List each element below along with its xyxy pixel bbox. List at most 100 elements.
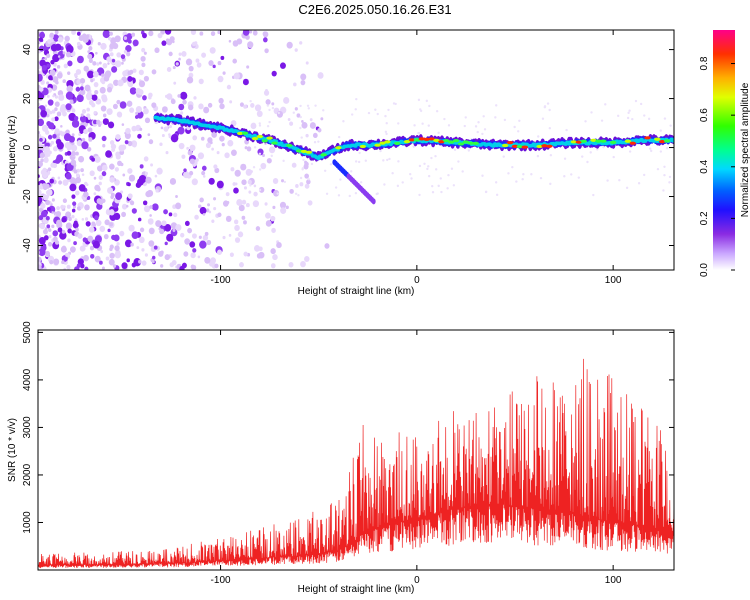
noise-speck — [224, 152, 230, 159]
noise-speck — [205, 208, 210, 213]
noise-speck — [427, 124, 430, 127]
noise-speck — [165, 150, 169, 155]
noise-speck — [96, 187, 101, 192]
noise-speck — [84, 266, 89, 270]
noise-speck — [66, 204, 71, 209]
noise-speck — [220, 55, 225, 60]
noise-speck — [44, 104, 48, 108]
snr-frame — [37, 329, 675, 571]
noise-speck — [464, 116, 467, 119]
noise-speck — [249, 99, 252, 103]
noise-speck — [120, 190, 124, 194]
noise-speck — [446, 187, 449, 190]
noise-speck — [83, 254, 89, 262]
noise-speck — [431, 191, 435, 194]
noise-speck — [77, 55, 84, 64]
ridge-peak — [295, 149, 303, 153]
noise-speck — [317, 127, 322, 133]
snr-y-label: SNR (10 * v/v) — [7, 418, 18, 482]
noise-speck — [51, 211, 54, 214]
noise-speck — [114, 245, 120, 252]
noise-speck — [128, 224, 135, 232]
ridge-peak — [595, 139, 602, 143]
noise-speck — [109, 222, 114, 227]
noise-speck — [118, 144, 125, 152]
noise-speck — [285, 205, 289, 210]
noise-speck — [45, 250, 50, 257]
noise-speck — [86, 93, 92, 101]
noise-speck — [252, 30, 258, 36]
noise-speck — [214, 263, 219, 269]
noise-speck — [54, 30, 59, 35]
noise-speck — [38, 161, 44, 168]
noise-speck — [292, 111, 295, 114]
noise-speck — [288, 261, 294, 268]
noise-speck — [93, 111, 97, 115]
noise-speck — [184, 220, 190, 227]
noise-speck — [87, 70, 94, 79]
noise-speck — [83, 65, 89, 72]
snr-panel: -100 0 100 1000 2000 3000 4000 5000 Height of … — [7, 321, 675, 595]
noise-speck — [191, 264, 197, 270]
noise-speck — [85, 183, 89, 187]
noise-speck — [152, 255, 156, 260]
noise-speck — [161, 40, 167, 46]
noise-speck — [252, 200, 260, 208]
noise-speck — [387, 108, 390, 112]
noise-speck — [507, 172, 510, 175]
noise-speck — [247, 179, 252, 185]
spectrogram-y-axis: -40 -20 0 20 40 — [22, 44, 674, 253]
noise-speck — [606, 179, 609, 182]
noise-speck — [299, 126, 302, 130]
ridge-peak — [423, 137, 430, 141]
noise-speck — [649, 149, 653, 153]
noise-speck — [300, 73, 307, 81]
noise-speck — [62, 51, 66, 55]
ridge-peak — [271, 141, 278, 145]
noise-speck — [301, 167, 305, 170]
noise-speck — [602, 145, 605, 149]
noise-speck — [94, 255, 101, 263]
noise-speck — [129, 200, 135, 206]
ridge-peak — [501, 143, 509, 148]
noise-speck — [75, 227, 79, 232]
noise-speck — [437, 184, 440, 188]
noise-speck — [44, 57, 48, 61]
noise-speck — [83, 128, 88, 135]
noise-speck — [91, 221, 96, 226]
noise-speck — [164, 224, 172, 232]
noise-speck — [249, 184, 252, 187]
noise-speck — [256, 110, 263, 118]
noise-speck — [64, 35, 70, 42]
noise-speck — [255, 226, 261, 231]
noise-speck — [87, 53, 93, 60]
noise-speck — [232, 58, 237, 64]
noise-speck — [384, 114, 387, 118]
noise-speck — [38, 45, 45, 52]
noise-speck — [103, 233, 109, 240]
ridge-peak — [516, 144, 524, 149]
noise-speck — [299, 176, 303, 180]
noise-speck — [136, 246, 140, 250]
noise-speck — [42, 167, 47, 173]
noise-speck — [127, 193, 133, 199]
noise-speck — [129, 69, 134, 75]
noise-speck — [203, 175, 206, 178]
noise-speck — [245, 34, 250, 40]
noise-speck — [293, 82, 297, 87]
noise-speck — [71, 30, 77, 35]
noise-speck — [385, 122, 388, 125]
noise-speck — [515, 180, 518, 183]
noise-speck — [172, 40, 175, 44]
noise-speck — [138, 236, 145, 244]
noise-speck — [95, 219, 102, 227]
noise-speck — [483, 128, 487, 131]
noise-speck — [189, 158, 195, 165]
noise-speck — [108, 209, 115, 216]
noise-speck — [71, 108, 76, 113]
noise-speck — [119, 101, 127, 109]
noise-speck — [151, 102, 157, 108]
noise-speck — [148, 95, 152, 100]
noise-speck — [164, 30, 172, 35]
noise-speck — [137, 217, 142, 222]
